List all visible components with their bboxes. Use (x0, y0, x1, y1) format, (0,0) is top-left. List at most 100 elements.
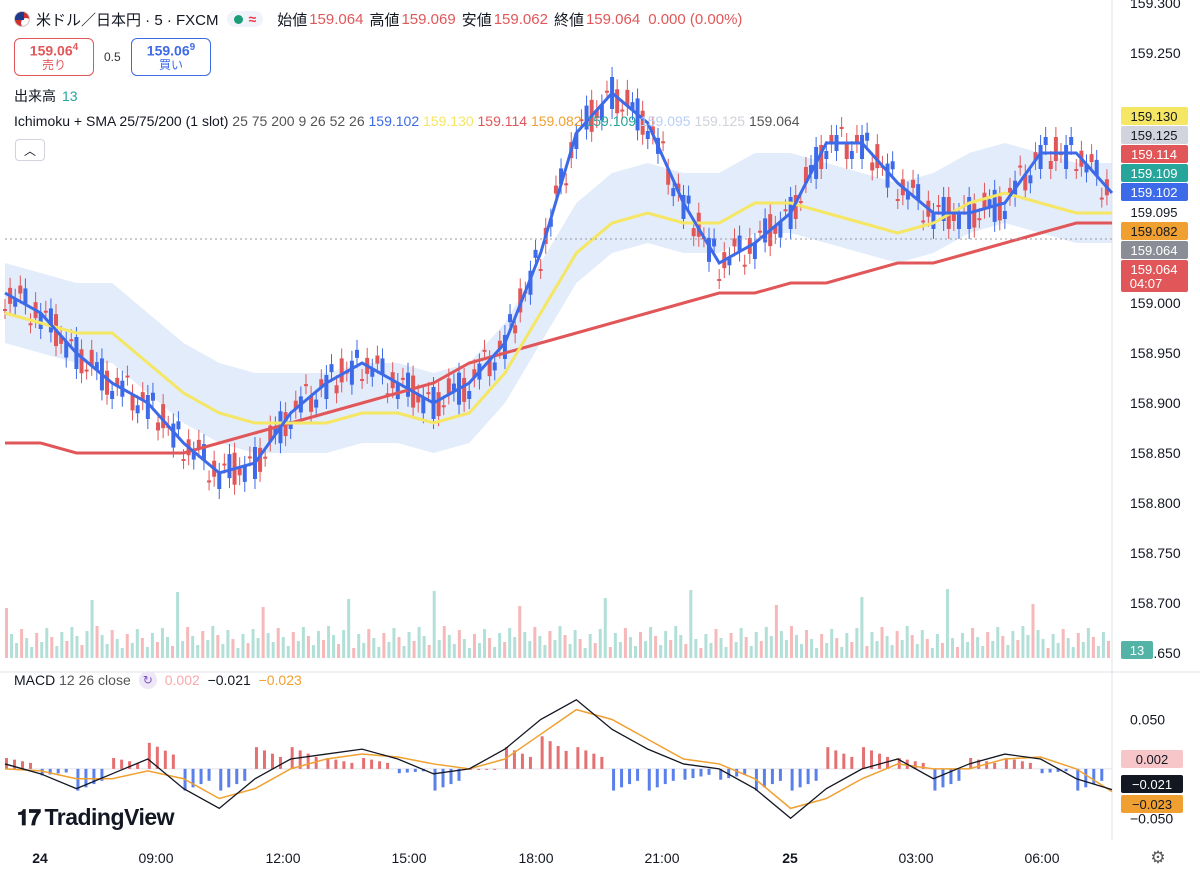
volume-legend[interactable]: 出来高 13 (14, 86, 78, 106)
volume-bar (1011, 631, 1015, 658)
volume-bar (1001, 636, 1005, 658)
volume-bar (347, 599, 351, 658)
candle-body (441, 405, 446, 408)
macd-hist-bar (628, 768, 632, 785)
volume-bar (764, 627, 768, 658)
macd-hist-bar (136, 762, 140, 769)
macd-hist-bar (1048, 768, 1052, 773)
macd-hist-bar (655, 768, 659, 788)
candle-body (1069, 137, 1074, 145)
volume-bar (332, 635, 336, 658)
candle-body (416, 394, 421, 403)
volume-bar (281, 637, 285, 658)
market-status-pill[interactable]: ≈ (226, 11, 264, 27)
x-tick-label: 06:00 (1024, 850, 1059, 866)
sell-button[interactable]: 159.064 売り (14, 38, 94, 76)
volume-bar (271, 642, 275, 658)
volume-bar (679, 635, 683, 658)
candle-body (752, 243, 757, 259)
volume-bar (674, 626, 678, 658)
candle-body (1023, 174, 1028, 191)
volume-bar (905, 626, 909, 658)
candle-body (564, 183, 569, 186)
indicator-value: 159.114 (473, 113, 528, 129)
price-tag-label: 159.109 (1131, 166, 1178, 181)
macd-hist-bar (227, 768, 231, 788)
candle-body (28, 323, 33, 326)
indicator-params: 25 75 200 9 26 52 26 (232, 113, 365, 129)
volume-bar (1036, 630, 1040, 658)
volume-bar (236, 648, 240, 658)
volume-bar (5, 608, 8, 658)
macd-hist-bar (933, 768, 937, 791)
volume-bar (779, 631, 783, 658)
close-label: 終値 (553, 11, 584, 29)
indicator-values: 159.102 159.130 159.114 159.082 159.109 … (369, 113, 800, 129)
candle-body (1033, 152, 1038, 161)
candle-body (696, 212, 701, 237)
macd-hist-bar (457, 768, 461, 781)
price-tag (1121, 260, 1188, 292)
indicator-legend[interactable]: Ichimoku + SMA 25/75/200 (1 slot) 25 75 … (14, 113, 800, 129)
macd-hist-bar (1012, 759, 1016, 769)
volume-bar (181, 641, 185, 658)
volume-bar (895, 631, 899, 658)
y-tick-label: 158.900 (1130, 395, 1181, 411)
volume-bar (50, 637, 54, 658)
sma75-line (4, 191, 1112, 425)
volume-bar (206, 640, 210, 658)
volume-bar (583, 648, 587, 658)
macd-hist-bar (1004, 758, 1008, 769)
macd-legend[interactable]: MACD 12 26 close ↻ 0.002 −0.021 −0.023 (14, 671, 302, 689)
candle-body (997, 196, 1002, 221)
candle-body (819, 145, 824, 169)
buy-button[interactable]: 159.069 買い (131, 38, 211, 76)
volume-bar (462, 639, 466, 658)
macd-hist-bar (334, 759, 338, 769)
candle-body (201, 444, 206, 461)
macd-hist-bar (155, 746, 159, 769)
volume-bar (930, 648, 934, 658)
indicator-value: 159.082 (527, 113, 582, 129)
candle-body (293, 400, 298, 409)
volume-bar (1086, 628, 1090, 658)
brand-name: TradingView (44, 804, 175, 830)
candle-body (84, 369, 89, 372)
collapse-legend-button[interactable]: ︿ (15, 139, 45, 161)
candle-body (921, 220, 926, 223)
candle-body (844, 143, 849, 159)
volume-bar (150, 633, 154, 658)
volume-bar (754, 632, 758, 658)
candle-body (334, 385, 339, 394)
volume-bar (774, 605, 778, 658)
candle-body (1007, 187, 1012, 196)
volume-bar (855, 628, 859, 658)
symbol-title[interactable]: 米ドル／日本円 · 5 · FXCM (36, 11, 219, 29)
candle-body (207, 480, 212, 483)
price-tag (1121, 164, 1188, 182)
macd-hist-bar (64, 768, 68, 773)
indicator-value: 159.130 (419, 113, 474, 129)
macd-hist-bar (548, 741, 552, 769)
volume-bar (1081, 642, 1085, 658)
volume-bar (664, 631, 668, 658)
price-tag-label: 159.095 (1131, 205, 1178, 220)
volume-bar (382, 633, 386, 658)
tradingview-logo[interactable]: 𝟏𝟕 TradingView (17, 804, 175, 831)
y-tick-label: 158.850 (1130, 445, 1181, 461)
macd-hist-bar (790, 768, 794, 791)
volume-bar (900, 640, 904, 658)
volume-bar (1096, 646, 1100, 658)
volume-bar (432, 591, 436, 658)
sell-label: 売り (41, 58, 66, 73)
candle-body (559, 168, 564, 185)
macd-hist-bar (620, 768, 624, 788)
volume-bar (654, 636, 658, 658)
candle-body (829, 135, 834, 143)
gear-icon[interactable]: ⚙ (1150, 848, 1166, 867)
macd-hist-bar (199, 768, 203, 785)
volume-bar (543, 645, 547, 658)
macd-hist-bar (528, 756, 532, 769)
